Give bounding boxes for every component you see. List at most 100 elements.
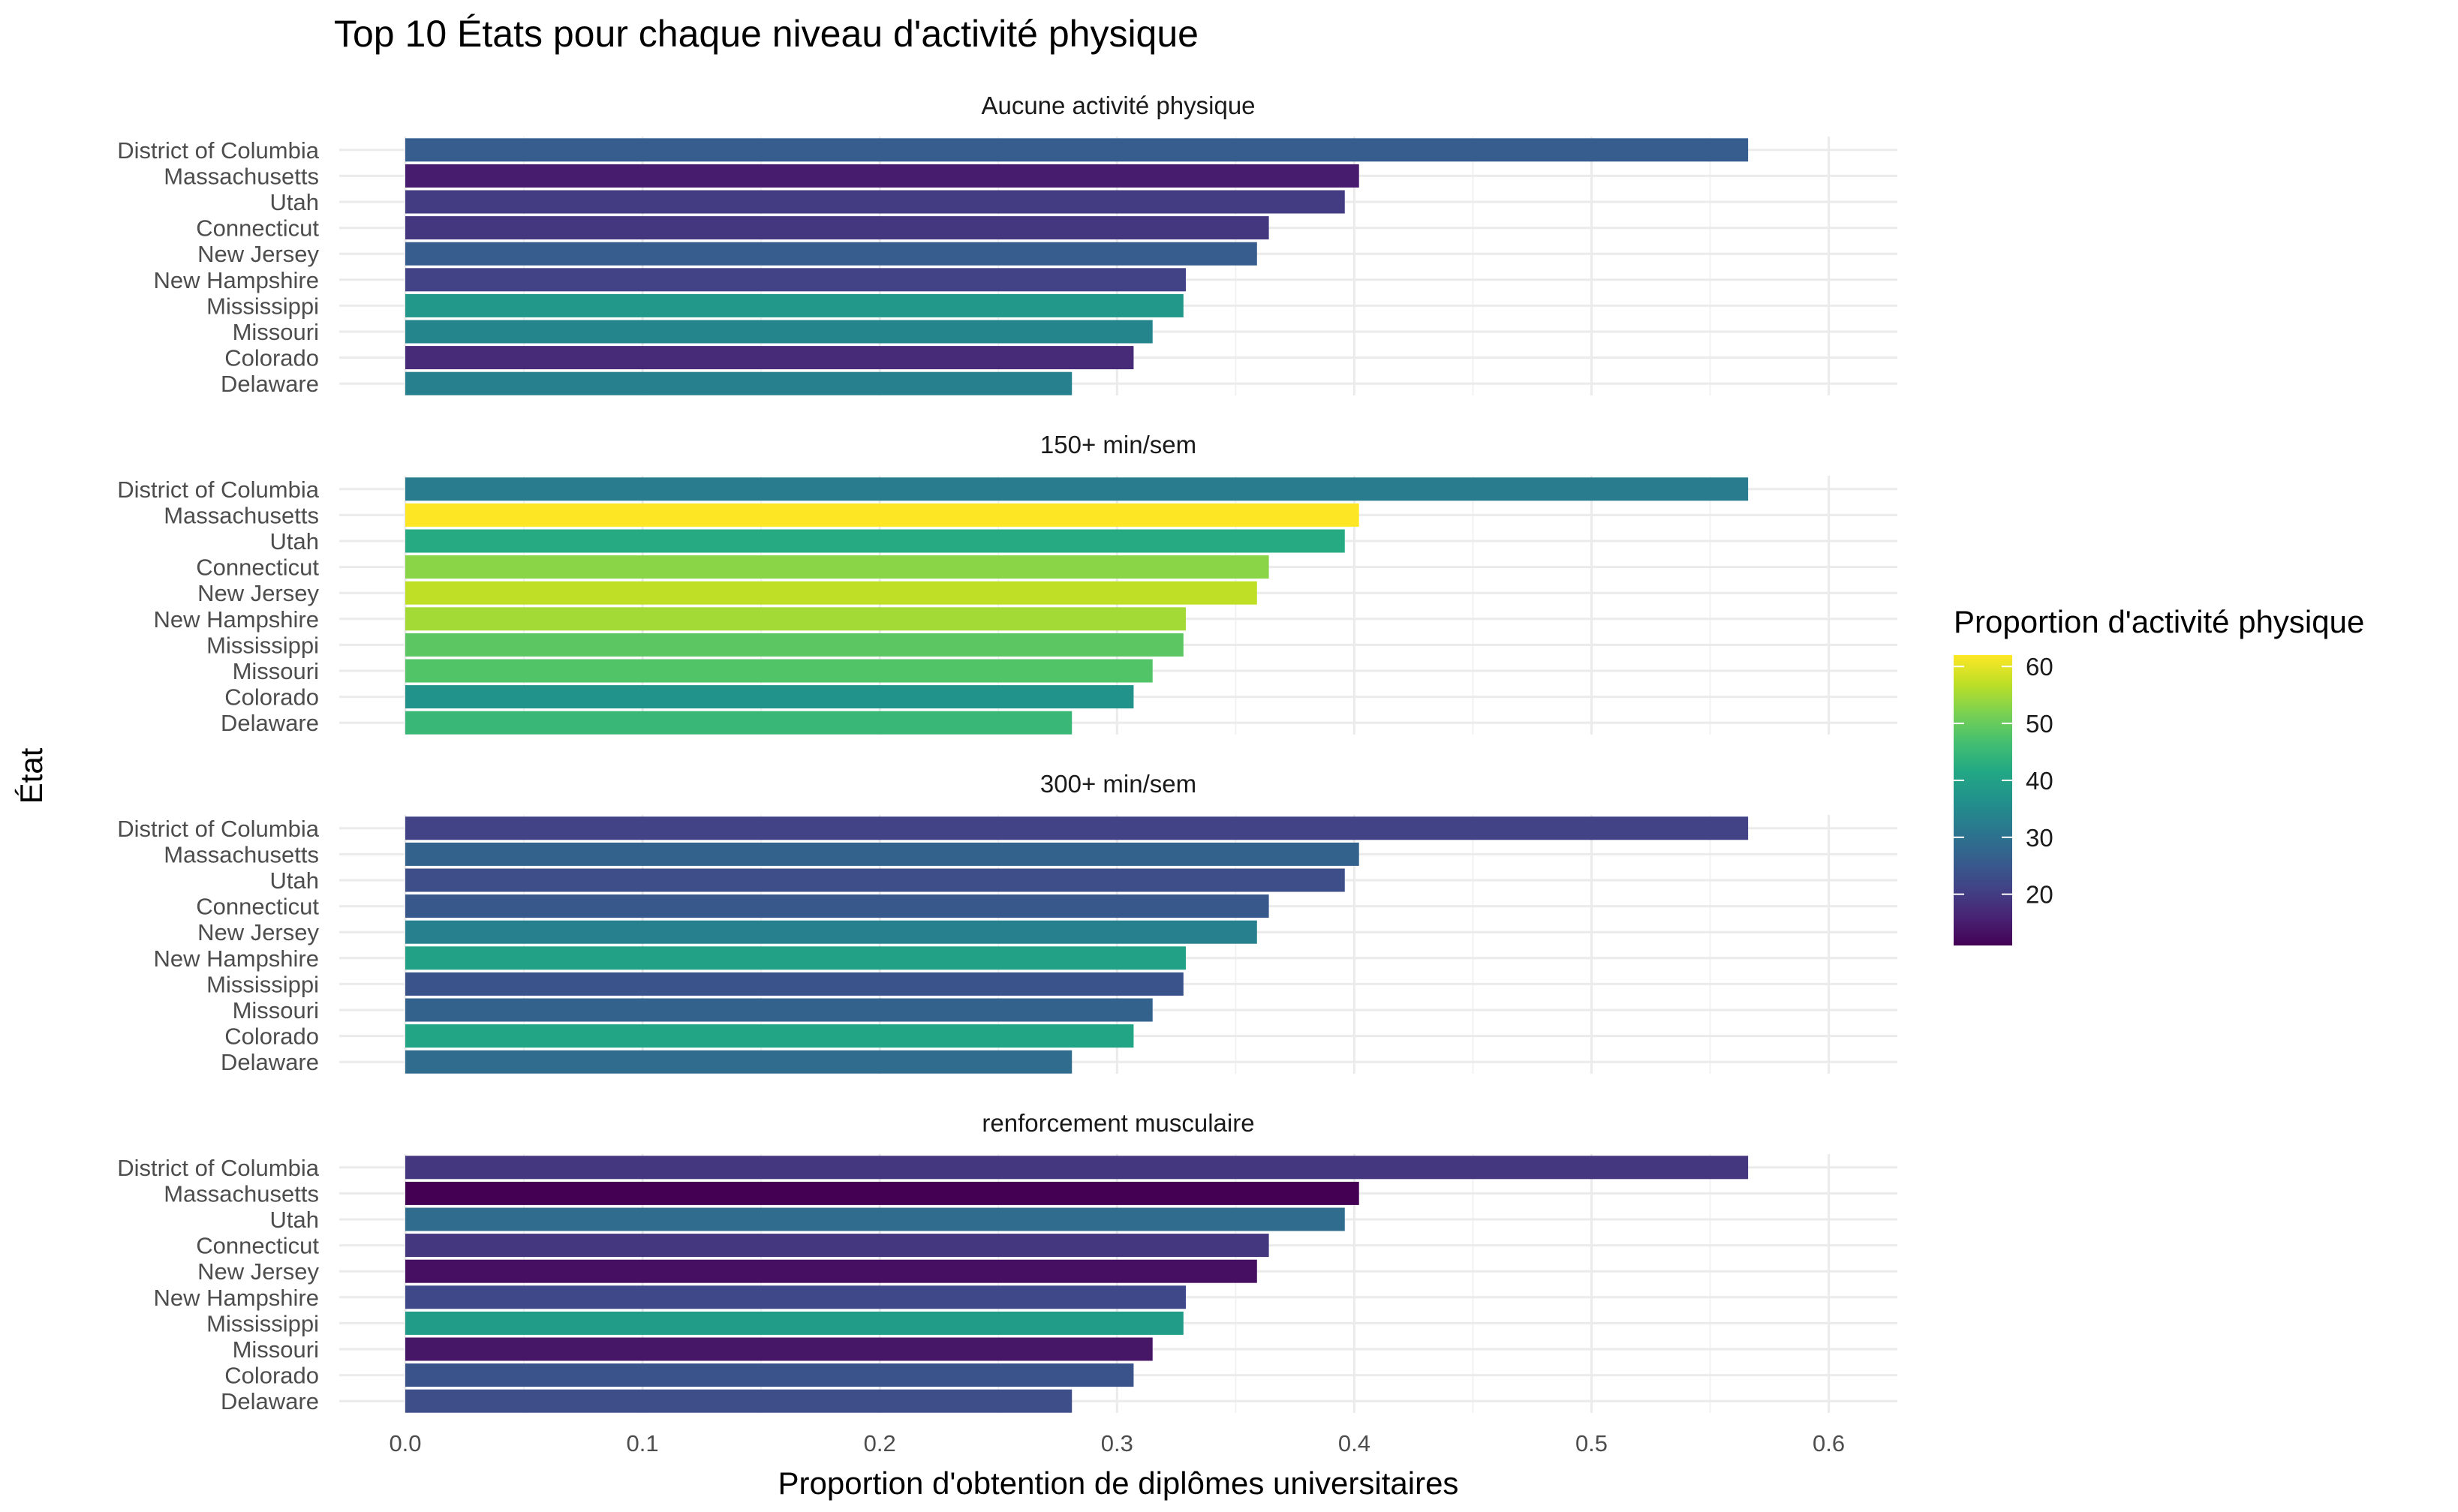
legend-tick-label: 30 xyxy=(2026,824,2053,852)
chart-title: Top 10 États pour chaque niveau d'activi… xyxy=(334,13,1199,55)
y-tick-label: District of Columbia xyxy=(117,137,319,164)
y-tick-label: New Jersey xyxy=(197,580,319,606)
x-tick-label: 0.6 xyxy=(1813,1430,1845,1456)
legend-tick-label: 60 xyxy=(2026,653,2053,681)
bar xyxy=(405,346,1134,370)
y-tick-label: Mississippi xyxy=(206,971,319,997)
bar xyxy=(405,1234,1269,1258)
x-axis-ticks: 0.0 0.1 0.2 0.3 0.4 0.5 0.6 xyxy=(389,1430,1845,1456)
y-tick-label: Delaware xyxy=(221,710,319,736)
bar xyxy=(405,1156,1749,1180)
y-tick-label: Delaware xyxy=(221,371,319,397)
color-legend: Proportion d'activité physique 20 30 40 50 6… xyxy=(1954,604,2364,945)
bar xyxy=(405,242,1257,266)
y-tick-label: Delaware xyxy=(221,1388,319,1414)
y-tick-label: Connecticut xyxy=(196,555,319,581)
bar xyxy=(405,946,1186,970)
y-tick-label: Colorado xyxy=(224,345,319,371)
y-tick-label: District of Columbia xyxy=(117,1155,319,1181)
y-tick-label: Massachusetts xyxy=(164,1180,319,1207)
bar xyxy=(405,555,1269,579)
bar xyxy=(405,868,1345,892)
y-tick-label: Colorado xyxy=(224,1363,319,1389)
facet-panel: 300+ min/sem District of ColumbiaMassachu… xyxy=(117,770,1897,1075)
y-tick-label: Massachusetts xyxy=(164,163,319,189)
bar xyxy=(405,371,1073,395)
x-axis-title: Proportion d'obtention de diplômes unive… xyxy=(778,1465,1459,1501)
bar xyxy=(405,293,1184,317)
y-tick-label: Missouri xyxy=(233,319,319,345)
bar xyxy=(405,920,1257,944)
y-tick-label: Missouri xyxy=(233,997,319,1024)
bar xyxy=(405,711,1073,735)
bar xyxy=(405,138,1749,162)
y-tick-label: New Hampshire xyxy=(153,267,319,293)
y-tick-label: New Jersey xyxy=(197,241,319,267)
bar xyxy=(405,1181,1359,1205)
facet-strip-label: Aucune activité physique xyxy=(981,92,1255,119)
y-tick-label: Mississippi xyxy=(206,632,319,658)
x-tick-label: 0.0 xyxy=(389,1430,421,1456)
bar xyxy=(405,972,1184,996)
bar xyxy=(405,1389,1073,1413)
bar xyxy=(405,581,1257,605)
y-tick-label: Colorado xyxy=(224,684,319,711)
facet-strip-label: 300+ min/sem xyxy=(1040,770,1196,798)
y-tick-label: Connecticut xyxy=(196,215,319,242)
x-tick-label: 0.5 xyxy=(1575,1430,1608,1456)
bar xyxy=(405,1337,1153,1361)
legend-tick-label: 50 xyxy=(2026,710,2053,738)
bar xyxy=(405,477,1749,501)
bar xyxy=(405,320,1153,344)
legend-colorbar xyxy=(1954,655,2012,945)
y-tick-label: Connecticut xyxy=(196,894,319,920)
y-tick-label: Utah xyxy=(270,189,319,215)
bar xyxy=(405,659,1153,683)
bar xyxy=(405,998,1153,1022)
y-tick-label: Colorado xyxy=(224,1024,319,1050)
facet-panel: Aucune activité physique District of Colu… xyxy=(117,92,1897,397)
y-tick-label: District of Columbia xyxy=(117,816,319,842)
bar xyxy=(405,164,1359,188)
y-tick-label: Connecticut xyxy=(196,1233,319,1259)
bar xyxy=(405,268,1186,292)
x-tick-label: 0.3 xyxy=(1101,1430,1133,1456)
y-tick-label: Massachusetts xyxy=(164,502,319,528)
y-tick-label: Missouri xyxy=(233,1336,319,1363)
bar xyxy=(405,1311,1184,1335)
bar xyxy=(405,607,1186,631)
bar xyxy=(405,842,1359,866)
y-tick-label: Mississippi xyxy=(206,1310,319,1336)
y-tick-label: New Jersey xyxy=(197,919,319,945)
facet-panel: renforcement musculaire District of Colum… xyxy=(117,1109,1897,1414)
y-tick-label: Utah xyxy=(270,867,319,894)
y-tick-label: Massachusetts xyxy=(164,841,319,867)
x-tick-label: 0.1 xyxy=(627,1430,659,1456)
facet-strip-label: 150+ min/sem xyxy=(1040,431,1196,458)
facet-panel: 150+ min/sem District of ColumbiaMassachu… xyxy=(117,431,1897,736)
legend-title: Proportion d'activité physique xyxy=(1954,604,2364,639)
y-tick-label: New Jersey xyxy=(197,1258,319,1285)
y-tick-label: New Hampshire xyxy=(153,1285,319,1311)
bar xyxy=(405,503,1359,527)
bar xyxy=(405,1050,1073,1074)
y-tick-label: Mississippi xyxy=(206,293,319,319)
y-tick-label: Missouri xyxy=(233,658,319,684)
bar xyxy=(405,1363,1134,1387)
legend-tick-label: 20 xyxy=(2026,881,2053,909)
bar xyxy=(405,685,1134,709)
bar xyxy=(405,894,1269,918)
bar xyxy=(405,216,1269,240)
bar xyxy=(405,1207,1345,1231)
bar xyxy=(405,633,1184,657)
x-tick-label: 0.4 xyxy=(1338,1430,1370,1456)
y-axis-title: État xyxy=(14,747,49,804)
legend-tick-label: 40 xyxy=(2026,767,2053,795)
bar xyxy=(405,190,1345,214)
bar xyxy=(405,1259,1257,1283)
bar xyxy=(405,1024,1134,1048)
bar xyxy=(405,1285,1186,1309)
facet-strip-label: renforcement musculaire xyxy=(982,1109,1254,1137)
bar xyxy=(405,529,1345,553)
